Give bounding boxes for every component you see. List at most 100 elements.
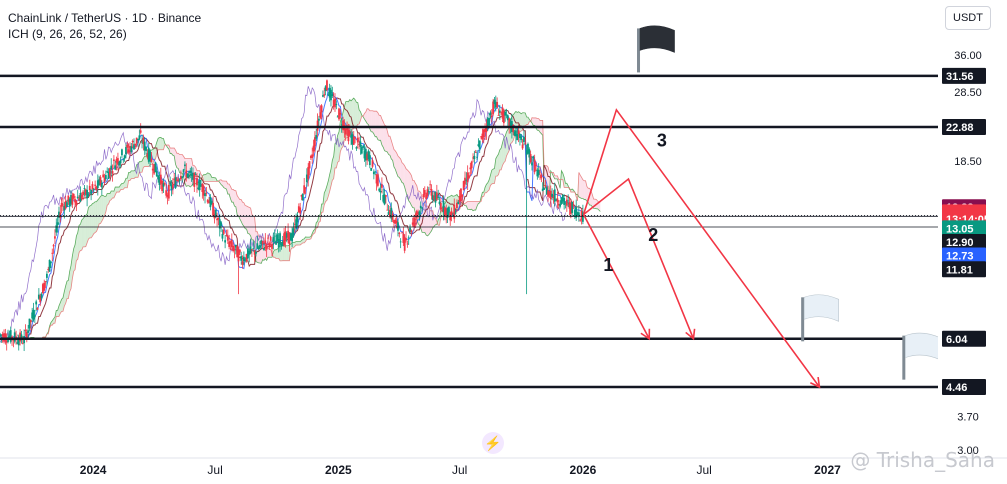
cloud-segment — [404, 165, 407, 193]
candle-body — [359, 141, 362, 147]
candle-body — [209, 196, 212, 208]
projection-arrows[interactable]: 1 2 3 — [582, 108, 821, 389]
cloud-segment — [497, 154, 499, 177]
candle-body — [410, 230, 413, 233]
candle-body — [150, 158, 153, 162]
candle-body — [572, 204, 575, 206]
candle-body — [422, 194, 425, 197]
candle-body — [307, 166, 310, 180]
indicator-label[interactable]: ICH (9, 26, 26, 52, 26) — [8, 27, 127, 41]
candle-body — [98, 179, 101, 186]
candle-body — [19, 332, 21, 342]
candle-body — [29, 320, 32, 323]
cloud-segment — [408, 171, 411, 203]
cloud-segment — [581, 177, 583, 199]
candle-body — [66, 202, 68, 207]
candle-body — [296, 216, 299, 223]
cloud-segment — [467, 201, 469, 210]
candle-body — [505, 114, 508, 116]
symbol-title[interactable]: ChainLink / TetherUS · 1D · Binance — [8, 11, 202, 25]
arrow-head — [685, 328, 696, 341]
candle-body — [153, 164, 155, 174]
candle-body — [474, 152, 477, 153]
cloud-segment — [134, 169, 136, 179]
candle-body — [252, 248, 255, 250]
candle-body — [169, 182, 172, 185]
cloud-segment — [180, 154, 183, 174]
cloud-segment — [415, 183, 417, 219]
candle-body — [494, 101, 497, 108]
price-label-bg — [942, 119, 986, 136]
candle-body — [268, 243, 271, 247]
candle-body — [134, 143, 137, 146]
cloud-segment — [253, 216, 255, 242]
candle-body — [4, 333, 7, 341]
cloud-segment — [533, 117, 535, 126]
candle-body — [481, 133, 484, 140]
time-tick-label: 2027 — [814, 463, 841, 477]
cloud-segment — [470, 201, 472, 210]
candle-body — [157, 175, 160, 179]
candle-body — [267, 237, 269, 239]
cloud-segment — [388, 136, 390, 156]
currency-button[interactable]: USDT — [945, 6, 991, 30]
scenario-label: 2 — [648, 225, 658, 245]
candle-body — [462, 180, 465, 191]
candle-body — [477, 144, 480, 147]
cloud-segment — [234, 190, 236, 207]
cloud-segment — [226, 181, 228, 195]
lightning-icon[interactable]: ⚡ — [482, 432, 504, 454]
candle-body — [74, 199, 76, 203]
candle-body — [249, 246, 252, 254]
candle-body — [497, 115, 500, 116]
candle-body — [293, 223, 296, 225]
candle-body — [433, 195, 436, 200]
candle-body — [155, 171, 158, 177]
cloud-segment — [423, 198, 425, 233]
price-label: 11.81 — [946, 264, 973, 276]
candle-body — [435, 192, 438, 200]
candle-body — [228, 241, 231, 247]
horizontal-levels[interactable] — [0, 74, 938, 389]
price-label: 22.88 — [946, 122, 974, 134]
cloud-segment — [50, 320, 53, 326]
cloud-segment — [85, 213, 88, 247]
candle-body — [154, 162, 157, 173]
candle-body — [561, 195, 564, 202]
candle-body — [405, 238, 407, 241]
candle-body — [43, 282, 46, 291]
candle-body — [549, 190, 552, 200]
candle-body — [577, 212, 580, 217]
watermark: @ Trisha_Saha — [850, 448, 995, 472]
candle-body — [397, 222, 399, 231]
cloud-segment — [485, 184, 487, 193]
cloud-segment — [332, 156, 334, 181]
candle-body — [327, 94, 330, 96]
cloud-segment — [77, 225, 80, 260]
candle-body — [363, 150, 366, 159]
cloud-segment — [285, 245, 287, 261]
candle-body — [300, 195, 303, 197]
candle-body — [448, 207, 450, 212]
cloud-segment — [84, 215, 86, 247]
candle-body — [13, 332, 16, 342]
cloud-segment — [427, 206, 429, 236]
candle-body — [265, 244, 268, 250]
candle-body — [240, 256, 243, 261]
candle-body — [194, 174, 197, 175]
candle-body — [364, 148, 367, 161]
candle-body — [125, 147, 127, 155]
candle-body — [106, 171, 109, 173]
candle-body — [347, 129, 350, 142]
cloud-segment — [414, 180, 416, 214]
cloud-segment — [163, 138, 165, 150]
candle-body — [63, 205, 66, 211]
candle-body — [409, 227, 411, 233]
candle-body — [470, 161, 473, 169]
cloud-segment — [402, 162, 404, 184]
cloud-segment — [582, 179, 585, 200]
candle-body — [218, 219, 221, 229]
cloud-segment — [410, 173, 412, 206]
candle-body — [186, 173, 189, 178]
